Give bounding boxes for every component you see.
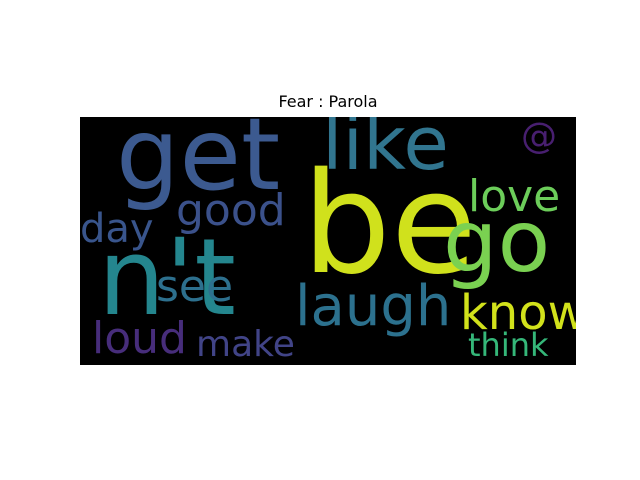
word-at: @ [521,117,557,157]
word-cloud-panel: get like @ be good love day go n't see l… [80,117,576,365]
word-go: go [443,192,551,292]
word-good: good [176,185,286,236]
word-laugh: laugh [295,274,452,339]
figure-title: Fear : Parola [278,92,378,111]
word-like: like [322,117,449,187]
word-be: be [302,143,477,306]
word-love: love [468,171,561,222]
word-nt: n't [98,216,236,339]
word-think: think [468,326,549,364]
word-get: get [116,117,281,213]
word-loud: loud [92,313,187,364]
word-day: day [80,206,154,252]
word-make: make [196,324,295,365]
word-see: see [156,261,234,312]
word-know: know [460,285,576,341]
